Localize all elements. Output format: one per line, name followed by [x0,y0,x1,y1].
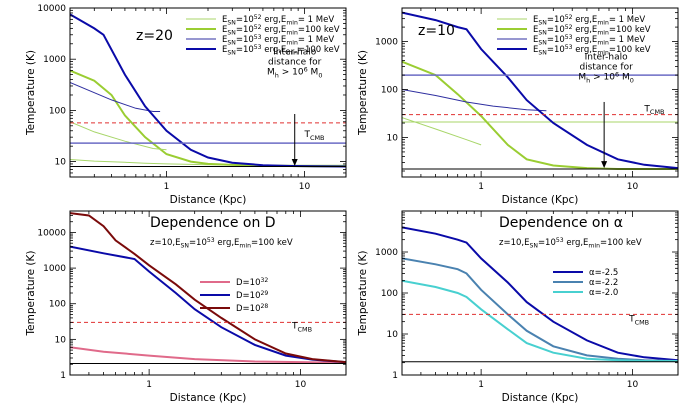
interhalo-annotation: Inter-halo [585,53,629,63]
y-axis-label: Temperature (K) [357,50,369,136]
legend-entry: ESN​=1052​ erg,Emin​=100 keV [533,24,651,37]
y-tick-label: 100 [49,300,66,310]
legend-entry: α=-2.5 [589,268,618,278]
y-tick-label: 10000 [37,4,66,14]
y-tick-label: 1000 [43,55,66,65]
series-group [70,13,346,168]
legend-entry: ESN​=1053​ erg,Emin​=100 keV [222,44,340,57]
x-axis-label: Distance (Kpc) [502,194,579,206]
legend: α=-2.5α=-2.2α=-2.0 [553,268,618,298]
x-tick-label: 10 [627,182,639,192]
chart-panel-z10: 1 10 10 100 1000 Distance (Kpc) Temperature (K… [357,7,679,206]
panel-title: z=10 [418,23,455,39]
tcmb-label: TCMB​ [291,322,312,334]
interhalo-annotation: Mh​ > 106​ M0​ [267,65,322,79]
chart-panel-D: 1 10 1 10 100 1000 10000 Distance (Kpc) Temperat… [25,210,347,404]
y-tick-label: 10 [55,335,67,345]
legend-entry: ESN​=1053​ erg,Emin​=100 keV [533,44,651,57]
x-tick-label: 10 [627,380,639,390]
arrow-head [291,159,298,167]
legend-entry: ESN​=1052​ erg,Emin​= 1 MeV [222,14,334,27]
legend-entry: ESN​=1053​ erg,Emin​= 1 MeV [222,34,334,47]
y-axis-label: Temperature (K) [25,50,37,136]
y-tick-label: 10 [387,330,399,340]
series-line--2-2 [402,257,678,362]
series-group [70,212,346,364]
series-line-e-sn-10-53-erg-e-min-1-mev [402,89,547,112]
y-tick-label: 1000 [375,38,398,48]
y-tick-label: 10 [387,133,399,143]
series-line-e-sn-10-52-erg-e-min-100-kev [70,69,346,168]
interhalo-annotation: Inter-halo [273,48,317,58]
legend-entry: ESN​=1053​ erg,Emin​= 1 MeV [533,34,645,47]
legend-entry: α=-2.0 [589,288,618,298]
x-tick-label: 1 [478,380,484,390]
y-tick-label: 100 [49,106,66,116]
series-line--2-5 [402,226,678,362]
x-axis-label: Distance (Kpc) [170,392,247,404]
tcmb-label: TCMB​ [628,315,649,327]
chart-panel-alpha: 1 10 1 10 100 1000 Distance (Kpc) Temperature (… [357,210,679,404]
y-tick-label: 10 [55,158,67,168]
x-tick-label: 10 [295,380,307,390]
x-tick-label: 10 [299,182,311,192]
series-line--2-0 [402,279,678,362]
tcmb-label: TCMB​ [643,104,664,116]
tcmb-label: TCMB​ [303,130,324,142]
plot-frame [401,7,679,178]
chart-panel-z20: 1 10 10 100 1000 10000 Distance (Kpc) Temperatu… [25,4,347,206]
x-axis-label: Distance (Kpc) [170,194,247,206]
series-line-e-sn-10-53-erg-e-min-100-kev [402,11,678,170]
x-tick-label: 1 [164,182,170,192]
interhalo-annotation: Mh​ > 106​ M0​ [578,71,633,85]
y-tick-label: 100 [381,289,398,299]
arrow-head [601,161,608,169]
legend-entry: α=-2.2 [589,278,618,288]
series-line-light-green-curve [402,117,482,146]
panel-title: z=20 [136,28,173,44]
series-line-e-sn-10-53-erg-e-min-1-mev [70,82,161,112]
panel-title: Dependence on α [499,215,623,231]
series-line-e-sn-10-52-erg-e-min-100-kev [402,60,678,170]
y-tick-label: 1000 [375,248,398,258]
x-tick-label: 1 [478,182,484,192]
series-line-d-10-28 [70,212,346,364]
series-line-d-10-32 [70,346,346,364]
panel-subtitle: z=10,ESN​=1053​ erg,Emin​=100 keV [499,237,642,250]
x-tick-label: 1 [146,380,152,390]
legend-entry: ESN​=1052​ erg,Emin​=100 keV [222,24,340,37]
interhalo-annotation: distance for [579,63,633,73]
legend-entry: D=1028​ [236,303,268,314]
y-axis-label: Temperature (K) [357,251,369,337]
x-axis-label: Distance (Kpc) [502,392,579,404]
y-axis-label: Temperature (K) [25,251,37,337]
series-line-light-green-tail [70,121,167,151]
panel-title: Dependence on D [150,215,276,231]
y-tick-label: 1 [60,371,66,381]
interhalo-annotation: distance for [268,58,322,68]
legend-entry: ESN​=1052​ erg,Emin​= 1 MeV [533,14,645,27]
panel-subtitle: z=10,ESN​=1053​ erg,Emin​=100 keV [150,237,293,250]
legend-entry: D=1029​ [236,290,268,301]
legend-entry: D=1032​ [236,277,268,288]
series-group [402,226,678,363]
legend: D=1032​ D=1029​ D=1028​ [200,277,268,314]
series-group [402,11,678,170]
y-tick-label: 10000 [37,228,66,238]
y-tick-label: 1000 [43,264,66,274]
y-tick-label: 1 [392,371,398,381]
series-line-d-10-29 [70,245,346,364]
y-tick-label: 100 [381,86,398,96]
